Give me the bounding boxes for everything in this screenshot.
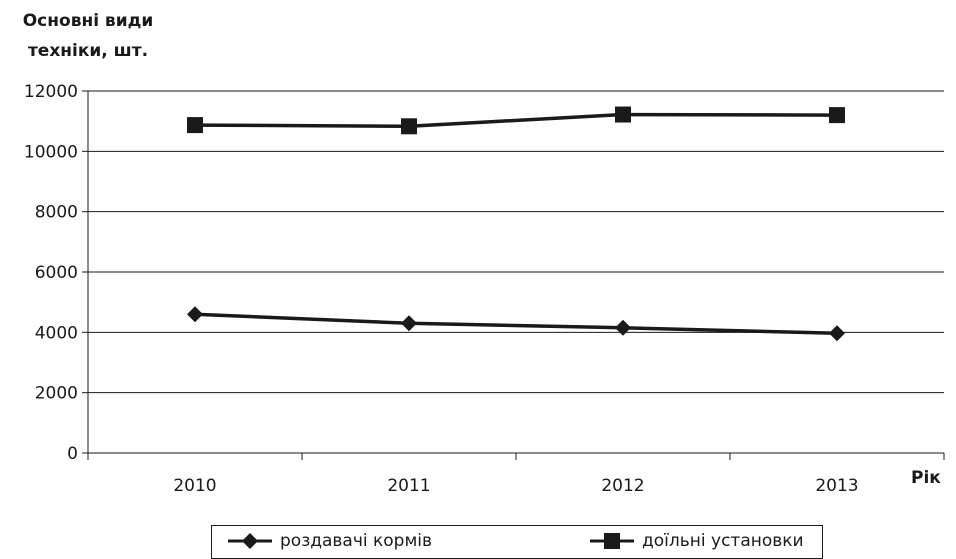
legend-diamond-marker-icon (228, 533, 272, 549)
data-point-diamond (615, 319, 631, 336)
y-tick-label: 4000 (35, 323, 78, 343)
legend-label-series-1: роздавачі кормів (280, 531, 433, 551)
data-point-square (615, 106, 631, 123)
data-point-square (187, 117, 203, 134)
x-axis-title: Рік (911, 468, 941, 488)
y-tick-label: 12000 (24, 82, 78, 102)
legend-item-series-1: роздавачі кормів (228, 530, 432, 552)
x-tick-label: 2013 (815, 476, 858, 496)
data-point-diamond (187, 306, 203, 323)
y-tick-label: 0 (67, 444, 78, 464)
x-tick-label: 2011 (387, 476, 430, 496)
data-point-square (401, 118, 417, 135)
series-line-2 (194, 112, 838, 129)
y-tick-label: 6000 (35, 263, 78, 283)
data-point-diamond (829, 325, 845, 342)
legend: роздавачі кормів доїльні установки (211, 525, 823, 559)
legend-label-series-2: доїльні установки (642, 531, 804, 551)
data-point-square (829, 107, 845, 124)
x-tick-label: 2012 (601, 476, 644, 496)
y-axis-title-line1: Основні види (22, 11, 154, 31)
legend-item-series-2: доїльні установки (590, 530, 804, 552)
data-point-diamond (401, 315, 417, 332)
y-axis-title: Основні види техніки, шт. (8, 6, 168, 66)
line-chart: 0 2000 4000 6000 8000 10000 12000 2010 2011 2012 2… (24, 82, 945, 496)
y-axis-title-line2: техніки, шт. (27, 41, 149, 61)
legend-square-marker-icon (590, 533, 634, 549)
series-line-1 (194, 312, 838, 335)
x-tick-label: 2010 (173, 476, 216, 496)
y-tick-label: 8000 (35, 203, 78, 223)
y-tick-label: 2000 (35, 384, 78, 404)
y-tick-label: 10000 (24, 142, 78, 162)
